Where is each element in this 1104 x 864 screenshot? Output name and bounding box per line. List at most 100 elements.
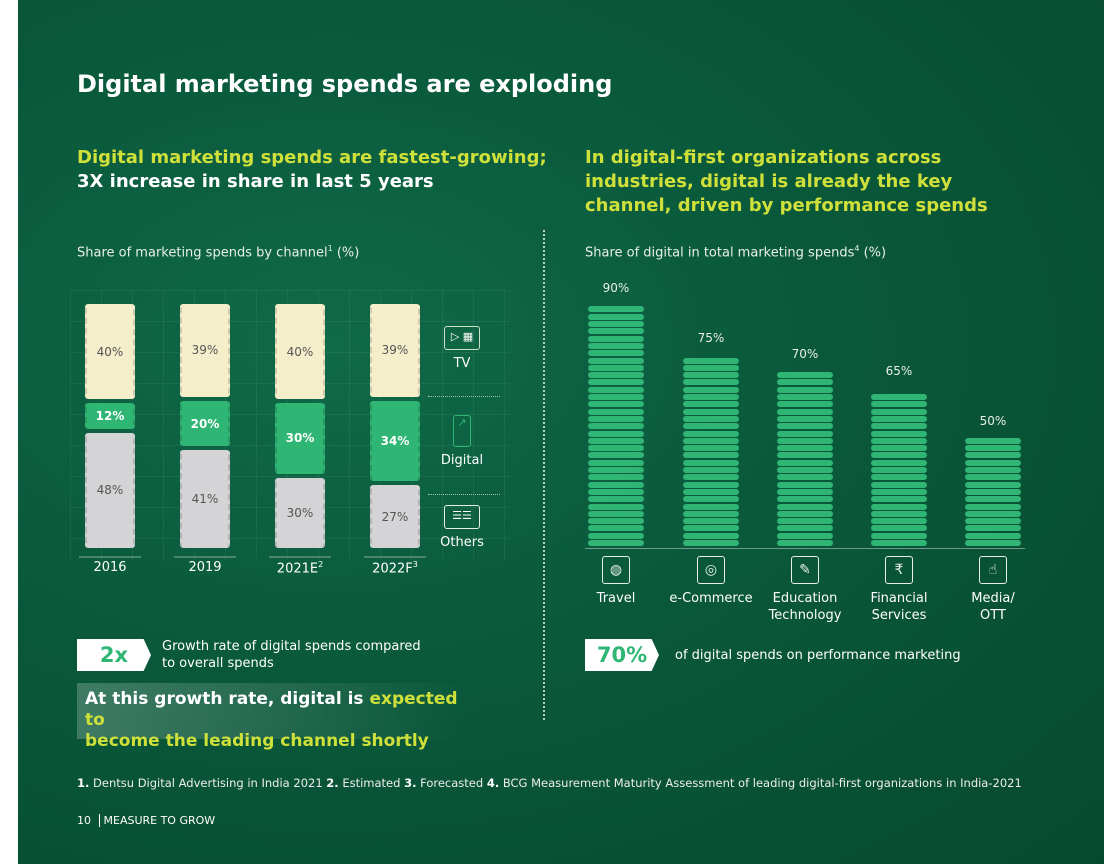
performance-badge: 70% (585, 639, 659, 671)
footnote-text: Forecasted (416, 776, 487, 790)
phone-trend-icon: ↗ (453, 415, 471, 447)
value-label: 90% (602, 280, 630, 295)
bar-stripe (871, 503, 927, 510)
page-title: Digital marketing spends are exploding (77, 70, 613, 98)
bar-stripe (965, 532, 1021, 539)
bar-stripe (965, 540, 1021, 546)
section-divider (543, 230, 553, 720)
category-label: Travel (566, 590, 666, 607)
x-axis (585, 548, 1025, 549)
bar-stripe (871, 401, 927, 408)
bar-stripe (588, 350, 644, 357)
callout-box: At this growth rate, digital is expected… (77, 683, 467, 751)
value-label: 70% (791, 347, 819, 362)
bar-stripe (588, 503, 644, 510)
category-label: Financial Services (849, 590, 949, 624)
bar-stripe (871, 481, 927, 488)
bar-stripe (777, 415, 833, 422)
bar-stripe (965, 481, 1021, 488)
bar-stripe (588, 437, 644, 444)
bar-stripe (588, 372, 644, 379)
bar-stripe (683, 364, 739, 371)
bar-stripe (777, 423, 833, 430)
category-line: Media/ (971, 591, 1015, 606)
footnote-number: 4. (486, 776, 500, 790)
page-footer: 10 MEASURE TO GROW (77, 814, 215, 827)
bar-segment-digital: 34% (370, 400, 420, 482)
bar-stripe (683, 394, 739, 400)
bar-stripe (965, 467, 1021, 473)
value-label: 50% (979, 413, 1007, 428)
bar-stripe (871, 518, 927, 525)
bar-stripe (588, 379, 644, 386)
bar-stripe (871, 525, 927, 532)
legend-divider (428, 494, 500, 495)
bar-stripe (871, 496, 927, 503)
bar-stripe (871, 459, 927, 466)
bar-stripe (777, 532, 833, 539)
bar-stripe (588, 445, 644, 452)
footnote-sup: 3 (412, 560, 418, 569)
footnote-number: 3. (404, 776, 417, 790)
bar-stripe (588, 474, 644, 481)
bar-stripe (683, 379, 739, 386)
year-label: 2019 (174, 556, 236, 575)
bar-stripe (588, 518, 644, 525)
bar-stripe (588, 510, 644, 517)
bar-stripe (683, 467, 739, 473)
phone-touch-icon: ☝ (979, 556, 1007, 584)
category-line: Education (772, 591, 838, 606)
bar-stripe (588, 540, 644, 546)
bar-stripe (777, 408, 833, 415)
bar-stripe (777, 518, 833, 525)
page-edge (0, 0, 18, 864)
bar-stripe (965, 445, 1021, 452)
bar-stripe (588, 394, 644, 400)
bar-stripe (588, 342, 644, 349)
left-caption: Share of marketing spends by channel1 (%… (77, 244, 360, 261)
bar-stripe (777, 430, 833, 437)
bar-segment-others: 30% (275, 477, 325, 548)
bar-stripe (588, 430, 644, 437)
bar-stripe (683, 525, 739, 532)
bar-stripe (871, 415, 927, 422)
bar-stripe (588, 415, 644, 422)
bar-stripe (871, 467, 927, 473)
bar-stripe (965, 488, 1021, 495)
bar-stripe (588, 481, 644, 488)
bar-stripe (683, 430, 739, 437)
bar-segment-digital: 30% (275, 403, 325, 474)
bar-stripe (965, 474, 1021, 481)
bar-stripe (683, 357, 739, 364)
left-subtitle-line2: 3X increase in share in last 5 years (77, 171, 434, 192)
bar-stripe (777, 481, 833, 488)
bar-stripe (871, 488, 927, 495)
globe-monitor-icon: ◍ (602, 556, 630, 584)
category-line: e-Commerce (669, 591, 753, 606)
bar-segment-digital: 20% (180, 400, 230, 447)
bar-stripe (588, 364, 644, 371)
bar-stripe (777, 452, 833, 459)
bar-stripe (965, 510, 1021, 517)
year-label: 2016 (79, 556, 141, 575)
bar-stripe (588, 313, 644, 320)
bar-stripe (777, 488, 833, 495)
bar-stripe (683, 423, 739, 430)
bar-stripe (683, 540, 739, 546)
bar-segment-others: 27% (370, 485, 420, 548)
bar-stripe (683, 496, 739, 503)
bar-stripe (871, 423, 927, 430)
bar-segment-tv: 39% (370, 304, 420, 397)
category-label: e-Commerce (661, 590, 761, 607)
performance-text: of digital spends on performance marketi… (675, 648, 961, 663)
bar-stripe (683, 510, 739, 517)
category-line: Travel (596, 591, 636, 606)
bar-stripe (777, 394, 833, 400)
footer-label: MEASURE TO GROW (103, 814, 216, 827)
bar-stripe (588, 488, 644, 495)
page-number: 10 (77, 814, 91, 827)
bar-stripe (965, 437, 1021, 444)
legend-divider (428, 396, 500, 397)
bar-stripe (683, 445, 739, 452)
footnote-sup: 2 (318, 560, 324, 569)
